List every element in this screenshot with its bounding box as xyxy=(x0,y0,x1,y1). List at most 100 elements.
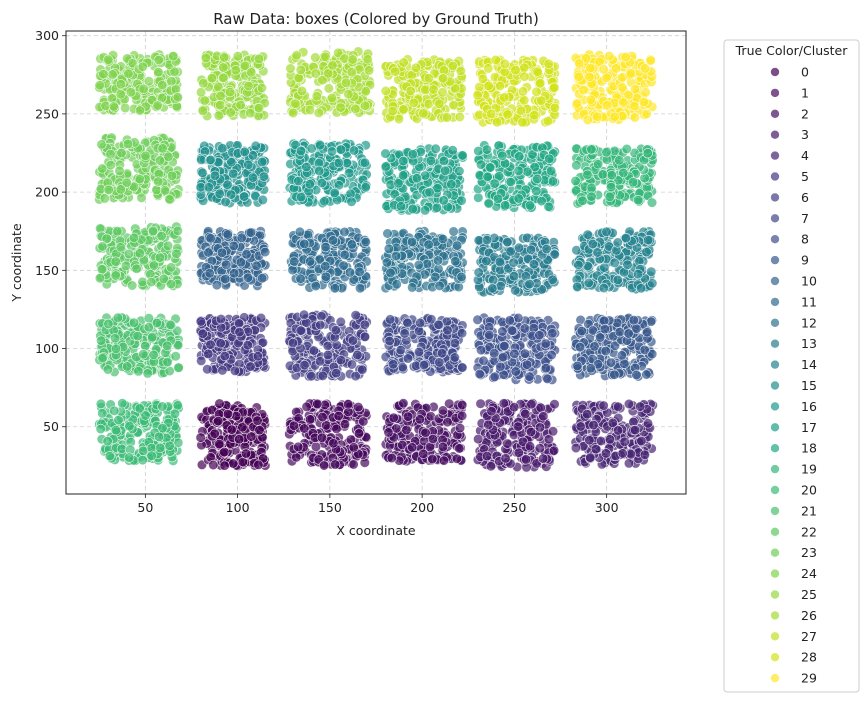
data-point xyxy=(585,363,596,374)
data-point xyxy=(228,240,239,251)
data-point xyxy=(504,315,515,326)
data-point xyxy=(124,452,135,463)
data-point xyxy=(454,423,466,434)
data-point xyxy=(451,453,463,464)
data-point xyxy=(606,170,617,181)
data-point xyxy=(251,260,262,271)
data-point xyxy=(431,202,442,213)
data-point xyxy=(641,369,652,380)
data-point xyxy=(612,274,623,286)
data-point xyxy=(586,182,597,193)
data-point xyxy=(510,366,521,377)
data-point xyxy=(485,461,497,472)
data-point xyxy=(570,175,581,187)
data-point xyxy=(116,147,127,158)
data-point xyxy=(514,151,525,162)
data-point xyxy=(505,246,516,257)
data-point xyxy=(519,323,530,334)
data-point xyxy=(214,188,225,199)
data-point xyxy=(620,232,632,244)
data-point xyxy=(164,194,175,205)
data-point xyxy=(202,364,213,375)
data-point xyxy=(110,343,122,354)
data-point xyxy=(157,143,168,154)
data-point xyxy=(315,356,326,367)
data-point xyxy=(489,348,500,359)
data-point xyxy=(162,240,174,251)
data-point xyxy=(574,342,586,353)
data-point xyxy=(474,368,485,380)
data-point xyxy=(423,239,434,250)
data-point xyxy=(317,432,328,443)
data-point xyxy=(590,444,602,455)
data-point xyxy=(236,232,247,243)
data-point xyxy=(605,357,617,368)
data-point xyxy=(195,316,206,327)
data-point xyxy=(359,157,371,168)
data-point xyxy=(521,359,533,370)
data-point xyxy=(391,279,402,290)
data-point xyxy=(388,359,399,370)
data-point xyxy=(449,338,461,349)
data-point xyxy=(314,165,325,176)
data-point xyxy=(162,340,173,351)
data-point xyxy=(604,434,616,445)
data-point xyxy=(217,143,228,154)
data-point xyxy=(492,193,504,204)
data-point xyxy=(241,448,252,459)
data-point xyxy=(513,193,524,204)
data-point xyxy=(585,452,596,463)
data-point xyxy=(257,156,268,168)
data-point xyxy=(330,459,341,470)
data-point xyxy=(508,257,519,268)
data-point xyxy=(148,260,159,271)
data-point xyxy=(247,172,258,183)
data-point xyxy=(140,150,151,161)
data-point xyxy=(572,360,583,372)
data-point xyxy=(299,238,310,249)
data-point xyxy=(449,352,460,363)
data-point xyxy=(353,428,365,439)
data-point xyxy=(432,255,444,266)
data-point xyxy=(524,441,536,452)
data-point xyxy=(172,225,183,236)
data-point xyxy=(216,247,228,258)
data-point xyxy=(203,348,214,360)
data-point xyxy=(96,335,107,346)
data-point xyxy=(623,328,634,339)
data-point xyxy=(508,271,520,282)
data-point xyxy=(196,355,207,366)
data-point xyxy=(289,256,300,267)
data-point xyxy=(222,229,233,240)
data-point xyxy=(476,159,487,170)
data-point xyxy=(142,368,153,379)
data-point xyxy=(95,423,106,435)
data-point xyxy=(628,315,639,326)
data-point xyxy=(407,149,418,160)
data-point xyxy=(486,406,497,417)
data-point xyxy=(512,421,524,432)
data-point xyxy=(597,169,608,180)
data-point xyxy=(136,192,147,203)
data-point xyxy=(407,203,418,214)
data-point xyxy=(526,399,537,410)
data-point xyxy=(509,348,520,359)
data-point xyxy=(344,267,356,278)
data-point xyxy=(437,233,449,245)
data-point xyxy=(122,138,134,149)
data-point xyxy=(349,145,360,156)
data-point xyxy=(287,265,298,276)
data-point xyxy=(333,157,344,168)
data-point xyxy=(110,256,121,267)
data-point xyxy=(319,460,330,471)
data-point xyxy=(643,235,654,246)
data-point xyxy=(427,453,438,465)
data-point xyxy=(495,361,506,372)
data-point xyxy=(104,451,115,462)
data-point xyxy=(632,269,644,280)
data-point xyxy=(547,274,558,285)
data-point xyxy=(478,355,489,366)
data-point xyxy=(96,139,107,150)
data-point xyxy=(442,325,453,336)
data-point xyxy=(99,193,110,204)
